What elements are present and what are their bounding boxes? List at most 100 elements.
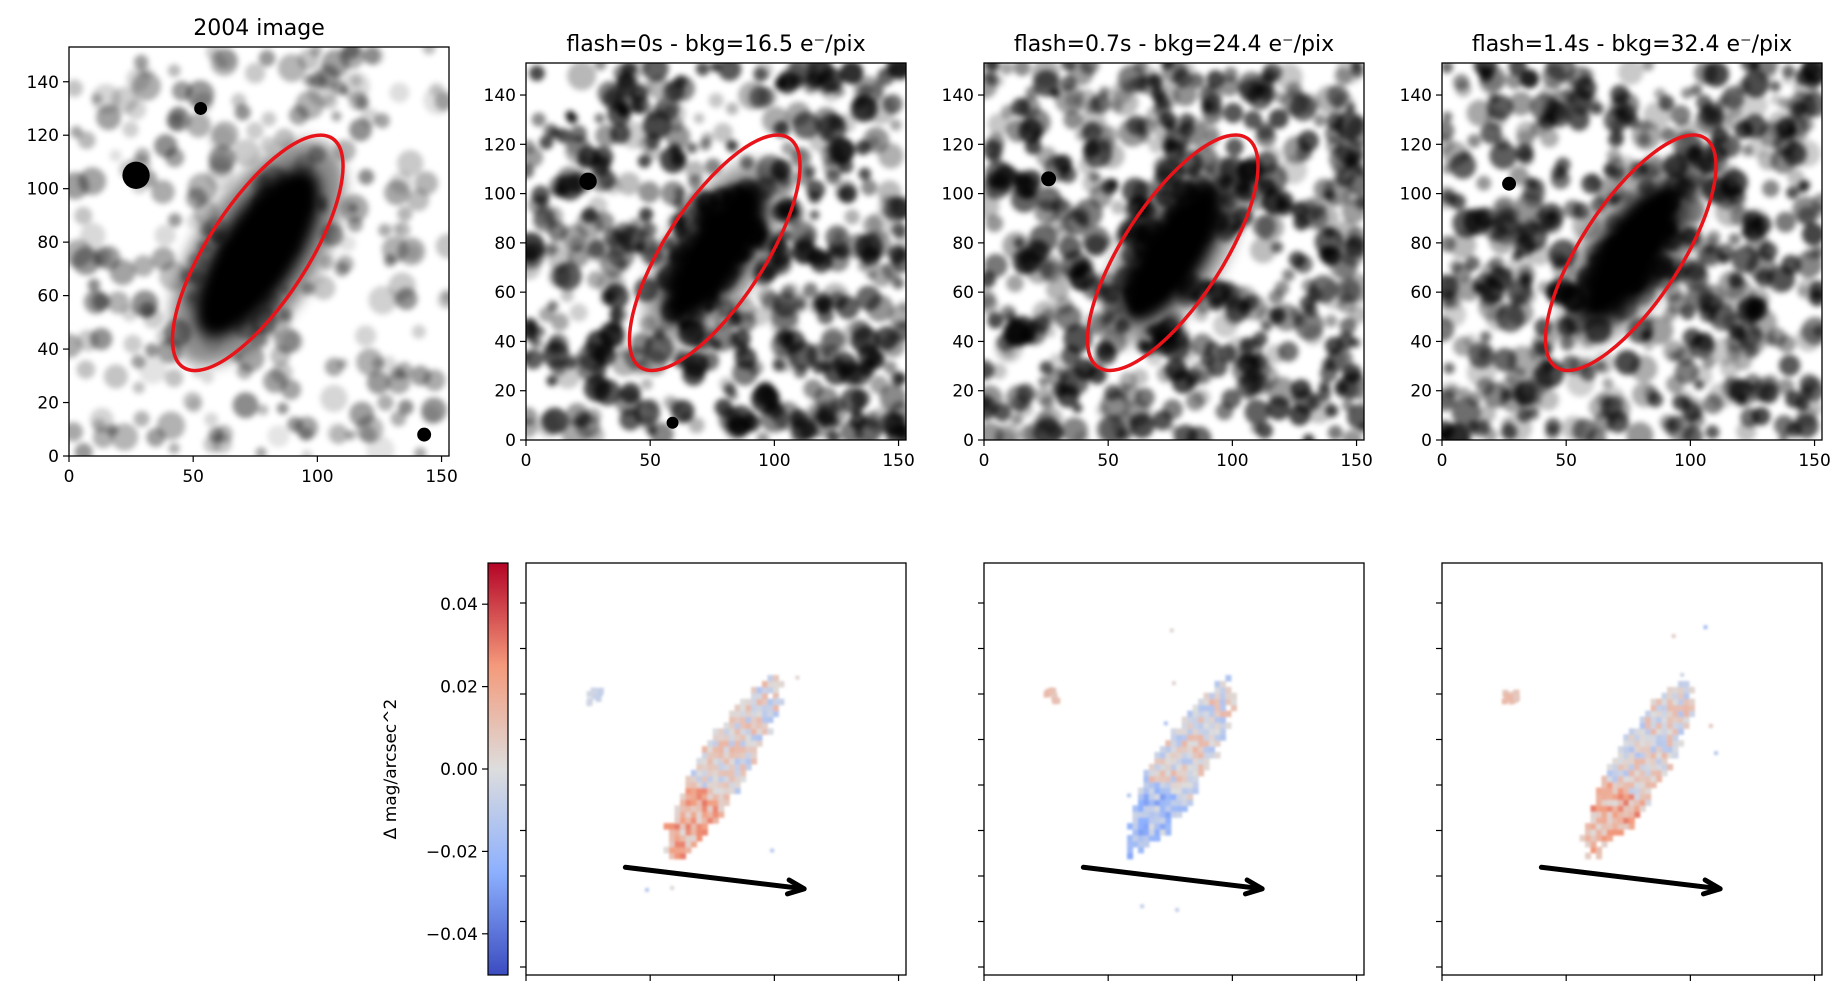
noise-blob <box>1291 201 1308 219</box>
axes-frame <box>525 62 907 441</box>
difference-pixel <box>734 763 741 771</box>
difference-pixel <box>1661 752 1668 759</box>
difference-pixel <box>1154 793 1161 801</box>
difference-pixel <box>745 757 752 765</box>
difference-pixel <box>1656 734 1663 741</box>
difference-pixel <box>679 811 687 818</box>
difference-pixel <box>1656 698 1663 706</box>
difference-pixel <box>1606 817 1613 824</box>
difference-pixel <box>734 757 741 765</box>
difference-pixel <box>740 763 747 771</box>
difference-pixel <box>1137 787 1145 795</box>
difference-pixel <box>1198 704 1205 712</box>
difference-pixel <box>1132 823 1139 830</box>
noise-blob <box>1100 390 1130 420</box>
difference-pixel <box>734 716 741 724</box>
difference-pixel <box>712 728 719 735</box>
difference-pixel <box>1601 829 1608 836</box>
difference-pixel <box>1585 829 1592 836</box>
difference-pixel <box>1132 829 1139 836</box>
difference-pixel <box>1154 799 1161 806</box>
difference-pixel <box>712 793 719 801</box>
noise-blob <box>863 127 890 154</box>
difference-pixel <box>1612 811 1619 818</box>
colorbar-tick-label: −0.02 <box>426 842 478 862</box>
noise-blob <box>594 379 622 406</box>
difference-pixel <box>1219 716 1227 724</box>
difference-pixel <box>1165 805 1172 812</box>
difference-pixel <box>1176 787 1183 795</box>
difference-pixel <box>1623 793 1630 801</box>
difference-pixel <box>723 757 730 765</box>
noise-blob <box>1058 235 1082 260</box>
noise-blob <box>311 275 336 300</box>
difference-pixel <box>1170 793 1177 801</box>
difference-pixel <box>685 787 692 795</box>
noise-blob <box>671 399 695 424</box>
noise-blob <box>1505 72 1523 90</box>
noise-blob <box>1775 211 1796 233</box>
difference-pixel <box>718 805 725 812</box>
noise-blob <box>1728 378 1752 402</box>
difference-pixel <box>745 763 752 771</box>
noise-blob <box>789 74 805 89</box>
difference-pixel <box>1170 805 1177 812</box>
noise-blob <box>1028 239 1050 262</box>
noise-blob <box>1810 401 1822 416</box>
point-source <box>1502 176 1517 191</box>
difference-pixel <box>1170 734 1177 741</box>
difference-pixel <box>1154 817 1161 824</box>
difference-pixel <box>1181 716 1188 724</box>
difference-pixel <box>1661 710 1668 718</box>
difference-pixel <box>1165 781 1172 789</box>
difference-pixel <box>1595 834 1603 842</box>
noise-blob <box>695 63 710 76</box>
difference-pixel <box>1650 781 1657 789</box>
difference-pixel <box>1214 680 1221 688</box>
galaxy-body <box>170 140 345 366</box>
difference-pixel <box>1612 763 1619 771</box>
difference-pixel <box>1187 728 1194 735</box>
y-tick-label: 60 <box>494 283 516 303</box>
noise-blob <box>838 184 857 204</box>
noise-blob <box>320 384 348 413</box>
difference-pixel <box>1601 805 1608 812</box>
noise-blob <box>1480 122 1503 145</box>
difference-pixel <box>1143 769 1150 777</box>
difference-pixel <box>734 769 741 777</box>
noise-blob <box>547 333 569 355</box>
noise-blob <box>69 172 89 200</box>
noise-blob <box>208 145 236 173</box>
noise-blob <box>1541 63 1567 89</box>
difference-pixel <box>1683 722 1690 729</box>
noise-blob <box>359 426 377 443</box>
difference-pixel <box>1165 763 1172 771</box>
noise-blob <box>1563 199 1583 219</box>
difference-pixel <box>1154 823 1161 830</box>
difference-pixel <box>1176 740 1183 747</box>
noise-blob <box>1075 128 1089 142</box>
noise-blob <box>564 136 593 165</box>
difference-pixel <box>756 710 763 718</box>
noise-blob <box>531 185 550 204</box>
noise-blob <box>1515 130 1535 149</box>
aperture-ellipse <box>1543 133 1718 373</box>
difference-pixel <box>690 775 697 783</box>
noise-blob <box>301 449 313 456</box>
noise-blob <box>749 85 773 109</box>
source-residual-pixel <box>1503 692 1510 699</box>
noise-blob <box>358 168 375 185</box>
difference-pixel <box>669 840 676 848</box>
difference-pixel <box>1137 823 1145 830</box>
difference-pixel <box>1645 740 1652 747</box>
noise-blob <box>1342 363 1362 384</box>
difference-pixel <box>707 752 714 759</box>
stray-pixel <box>1671 634 1676 639</box>
noise-blob <box>792 111 820 140</box>
noise-blob <box>77 131 96 150</box>
noise-blob <box>781 141 796 156</box>
noise-blob <box>69 333 82 358</box>
aperture-ellipse <box>627 133 802 373</box>
direction-arrow-head <box>784 877 807 897</box>
